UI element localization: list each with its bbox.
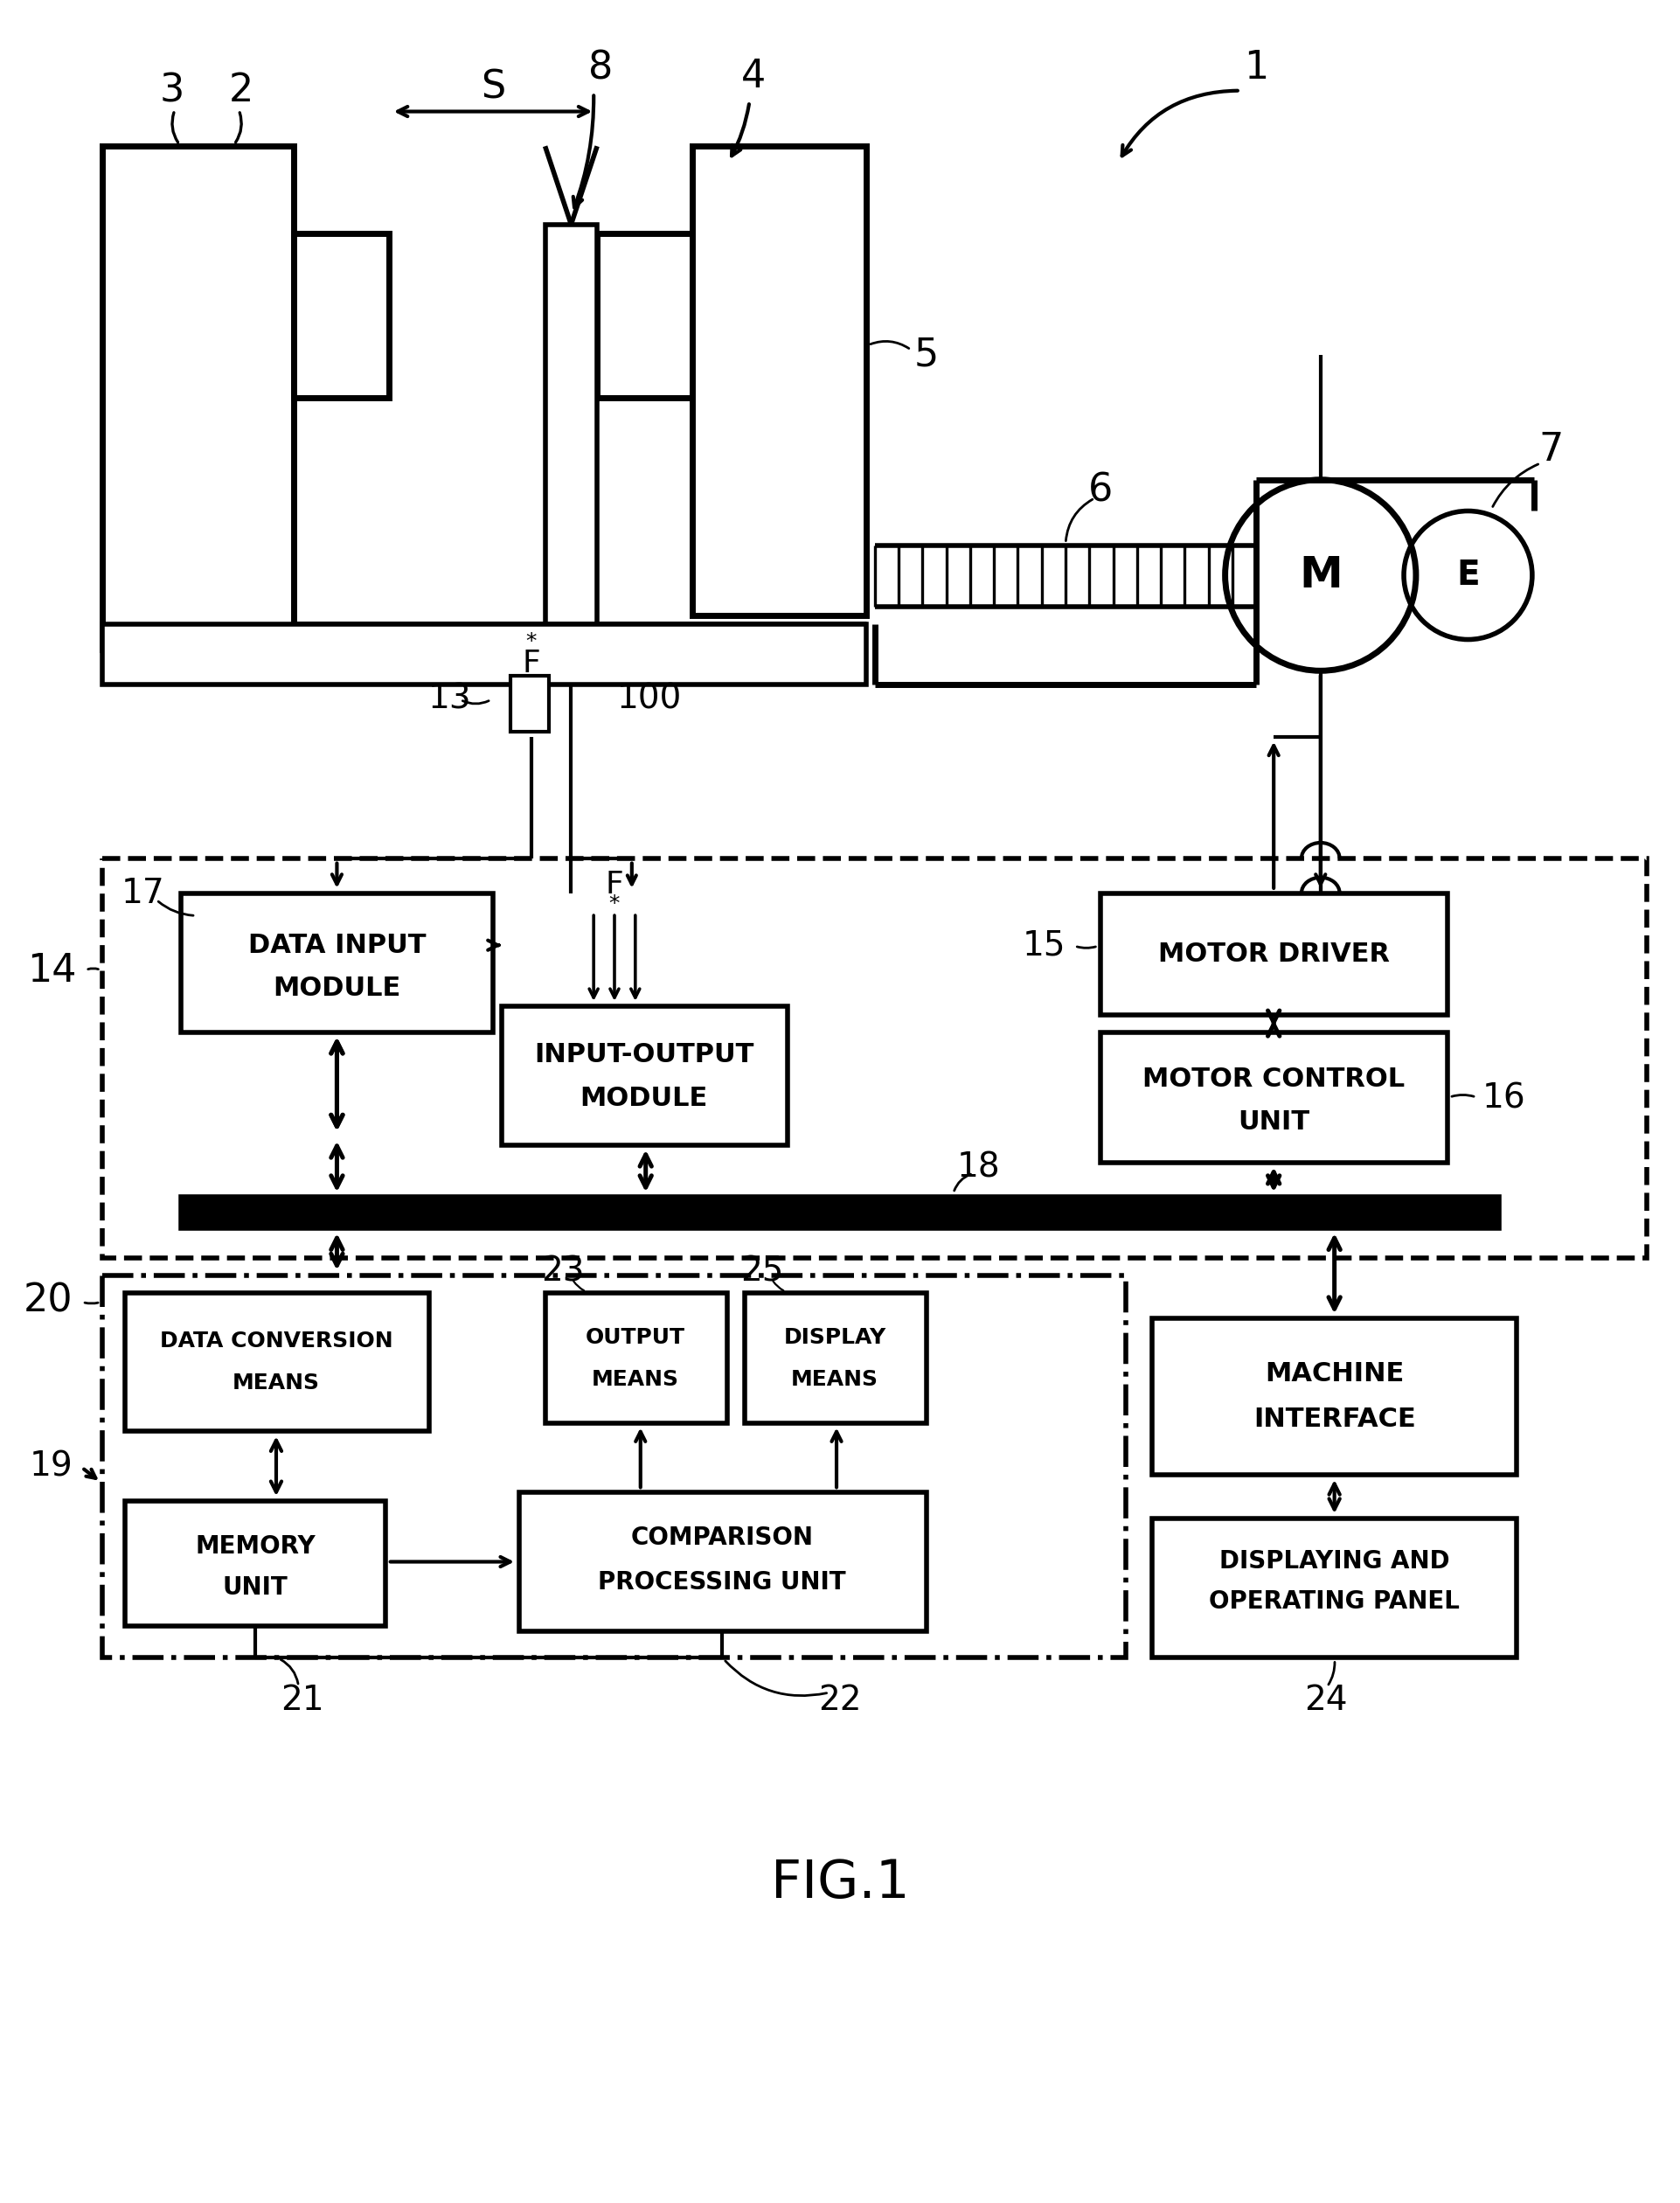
Text: 25: 25: [741, 1256, 783, 1289]
Text: 1: 1: [1243, 48, 1268, 86]
Bar: [102, 1276, 1126, 1657]
Bar: [511, 676, 549, 731]
Text: MOTOR CONTROL: MOTOR CONTROL: [1142, 1066, 1404, 1093]
Text: 6: 6: [1089, 471, 1112, 509]
Text: 23: 23: [541, 1256, 585, 1289]
Bar: [126, 1500, 385, 1626]
Text: 21: 21: [281, 1683, 324, 1718]
Text: E: E: [1457, 560, 1480, 593]
Bar: [181, 1196, 1499, 1229]
Text: 4: 4: [741, 57, 766, 95]
Text: 17: 17: [121, 877, 165, 910]
Bar: [126, 1293, 428, 1432]
Text: 15: 15: [1021, 930, 1065, 963]
Text: 20: 20: [24, 1282, 74, 1320]
Text: M: M: [1299, 555, 1342, 597]
Bar: [1100, 892, 1446, 1016]
Bar: [544, 225, 596, 623]
Text: 7: 7: [1539, 432, 1564, 469]
Text: INTERFACE: INTERFACE: [1253, 1408, 1416, 1432]
Text: 24: 24: [1304, 1683, 1347, 1718]
Text: 8: 8: [588, 48, 613, 86]
Text: PROCESSING UNIT: PROCESSING UNIT: [598, 1571, 847, 1595]
Text: MEANS: MEANS: [591, 1368, 679, 1390]
Text: 14: 14: [27, 952, 77, 989]
Text: OPERATING PANEL: OPERATING PANEL: [1210, 1591, 1460, 1615]
Bar: [102, 145, 294, 650]
Text: 16: 16: [1482, 1082, 1525, 1115]
Bar: [544, 1293, 727, 1423]
Text: UNIT: UNIT: [1238, 1110, 1310, 1135]
Bar: [1152, 1518, 1517, 1657]
Text: MODULE: MODULE: [272, 976, 402, 1002]
Text: UNIT: UNIT: [223, 1575, 287, 1599]
Text: FIG.1: FIG.1: [771, 1857, 909, 1908]
Text: 18: 18: [958, 1150, 1001, 1183]
Text: 19: 19: [30, 1450, 74, 1483]
Text: MEMORY: MEMORY: [195, 1533, 316, 1558]
Bar: [294, 234, 390, 399]
Bar: [1100, 1031, 1446, 1163]
Text: 22: 22: [818, 1683, 862, 1718]
Text: 13: 13: [428, 683, 472, 716]
Text: MEANS: MEANS: [232, 1372, 319, 1392]
Bar: [744, 1293, 927, 1423]
Text: MACHINE: MACHINE: [1265, 1361, 1404, 1388]
Bar: [692, 145, 865, 615]
Bar: [102, 623, 865, 685]
Text: COMPARISON: COMPARISON: [630, 1524, 813, 1549]
Bar: [102, 859, 1646, 1258]
Bar: [502, 1007, 788, 1146]
Text: F: F: [522, 650, 541, 679]
Text: DATA INPUT: DATA INPUT: [249, 932, 425, 958]
Text: *: *: [526, 630, 536, 652]
Text: OUTPUT: OUTPUT: [585, 1326, 685, 1348]
Text: DISPLAYING AND: DISPLAYING AND: [1220, 1549, 1450, 1573]
Bar: [181, 892, 492, 1031]
Text: MODULE: MODULE: [580, 1086, 707, 1110]
Text: 100: 100: [617, 683, 682, 716]
Text: 3: 3: [160, 73, 185, 110]
Bar: [519, 1491, 927, 1630]
Text: INPUT-OUTPUT: INPUT-OUTPUT: [534, 1042, 754, 1066]
Text: S: S: [480, 68, 506, 106]
Bar: [1152, 1320, 1517, 1476]
Text: MOTOR DRIVER: MOTOR DRIVER: [1158, 941, 1389, 967]
Text: F: F: [605, 870, 623, 899]
Text: DISPLAY: DISPLAY: [783, 1326, 885, 1348]
Text: 5: 5: [914, 335, 939, 375]
Bar: [596, 234, 692, 399]
Text: MEANS: MEANS: [791, 1368, 879, 1390]
Text: 2: 2: [228, 73, 254, 110]
Text: DATA CONVERSION: DATA CONVERSION: [160, 1331, 393, 1353]
Text: *: *: [610, 892, 620, 914]
